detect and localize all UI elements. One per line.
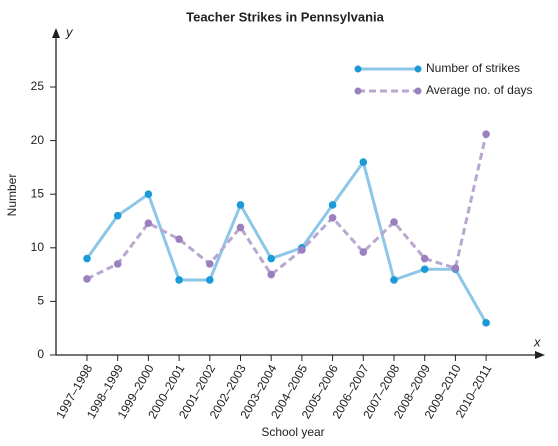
y-tick-label: 5 xyxy=(37,294,44,308)
y-axis-arrow xyxy=(52,28,60,38)
y-tick-label: 25 xyxy=(31,79,45,93)
data-point xyxy=(83,275,91,283)
y-tick-label: 20 xyxy=(31,133,45,147)
data-point xyxy=(83,254,91,263)
data-point xyxy=(328,213,337,222)
data-point xyxy=(175,235,183,244)
data-point xyxy=(482,319,490,327)
data-point xyxy=(206,276,214,284)
series-line xyxy=(86,133,488,281)
y-axis-label: Number xyxy=(5,174,19,217)
data-point xyxy=(359,158,368,166)
legend-marker xyxy=(414,87,422,95)
data-point xyxy=(420,265,429,274)
y-axis-symbol: y xyxy=(65,24,74,39)
x-axis-label: School year xyxy=(261,425,324,439)
data-point xyxy=(359,248,368,256)
legend-label: Average no. of days xyxy=(426,83,533,97)
data-point xyxy=(267,270,276,279)
legend-marker xyxy=(354,65,362,73)
y-tick-label: 0 xyxy=(37,347,44,361)
data-point xyxy=(144,190,153,198)
data-point xyxy=(236,223,245,232)
data-point xyxy=(175,276,183,284)
y-tick-label: 10 xyxy=(31,240,45,254)
data-point xyxy=(451,264,460,272)
series-line xyxy=(85,158,488,324)
data-point xyxy=(298,246,306,254)
data-point xyxy=(420,254,429,263)
data-point xyxy=(328,201,337,209)
data-point xyxy=(236,201,245,209)
x-axis-arrow xyxy=(535,351,545,359)
y-tick-label: 15 xyxy=(31,186,45,200)
x-axis-symbol: x xyxy=(533,334,541,349)
data-point xyxy=(482,130,490,138)
legend-marker xyxy=(354,87,362,95)
data-point xyxy=(390,218,398,226)
data-point xyxy=(206,260,214,268)
data-point xyxy=(390,276,398,284)
chart-title: Teacher Strikes in Pennsylvania xyxy=(186,9,385,24)
data-point xyxy=(113,211,122,220)
data-point xyxy=(113,260,122,268)
data-point xyxy=(144,219,153,227)
legend-marker xyxy=(414,65,422,73)
data-point xyxy=(267,254,276,263)
legend-label: Number of strikes xyxy=(426,61,520,75)
